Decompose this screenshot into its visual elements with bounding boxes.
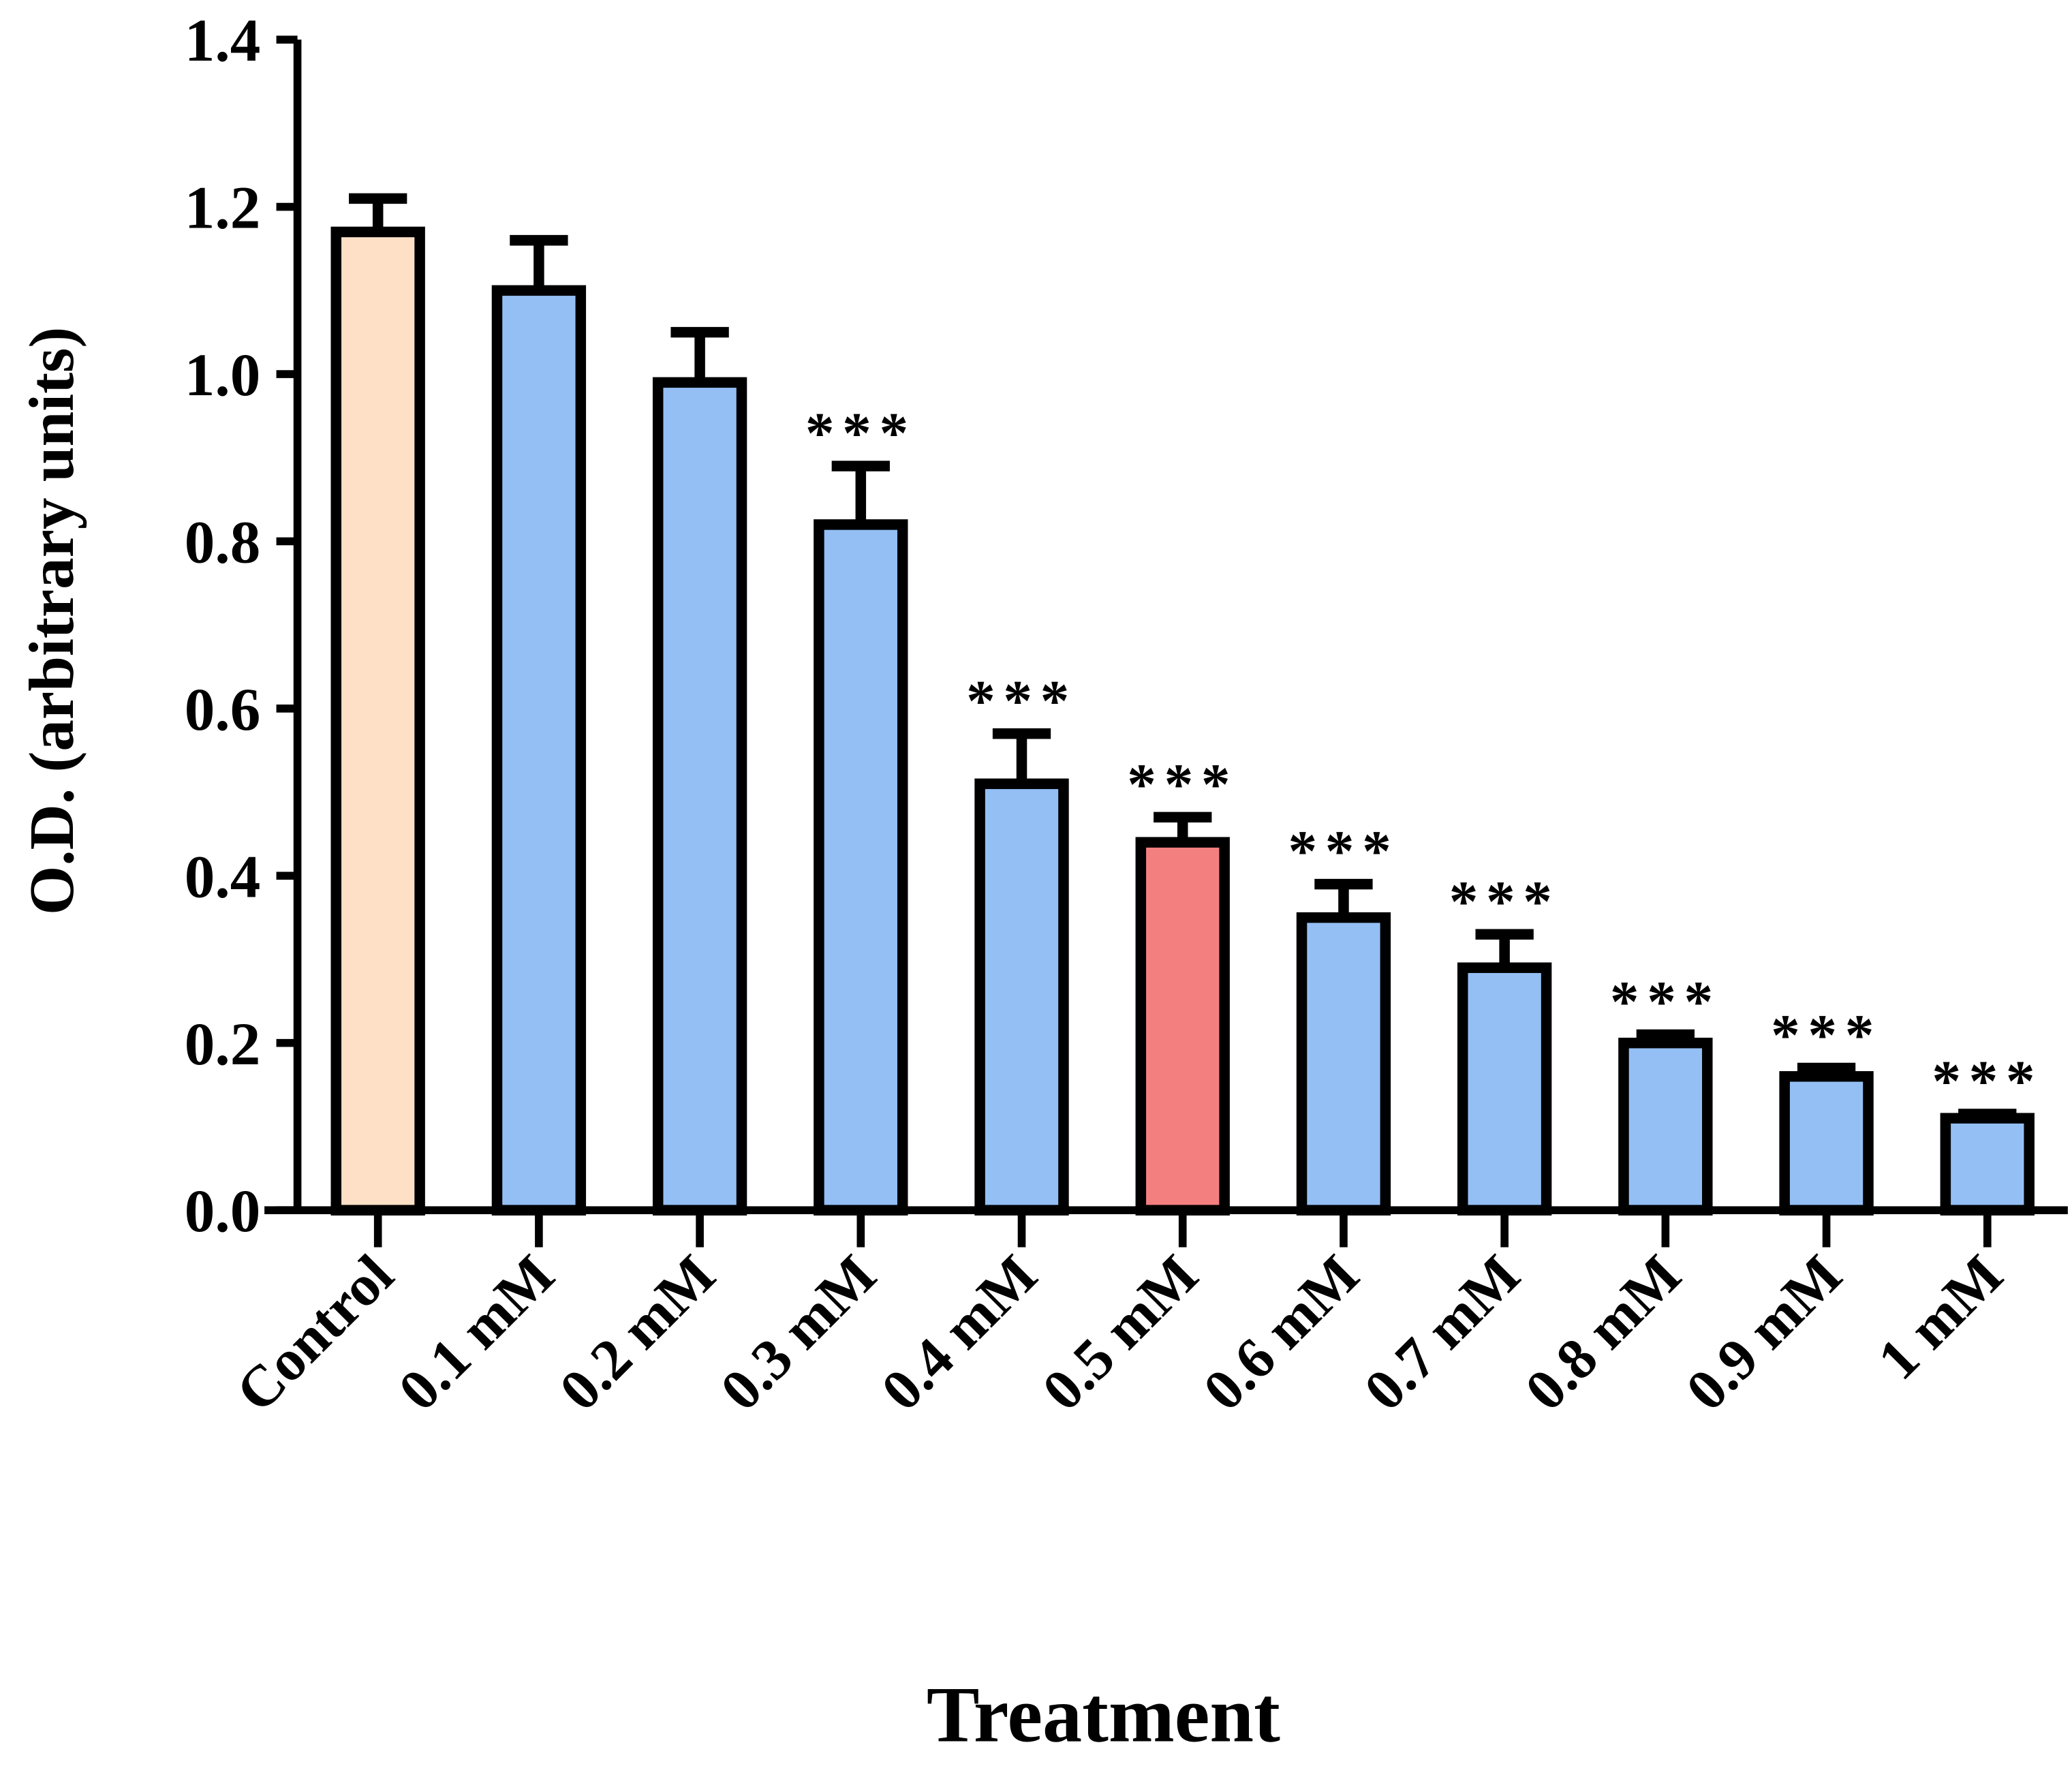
x-tick-label: 0.9 mM	[1674, 1243, 1854, 1423]
bar	[1296, 912, 1391, 1216]
significance-label: ***	[1610, 970, 1721, 1034]
y-tick-label: 1.4	[185, 7, 260, 74]
significance-label: ***	[1932, 1050, 2043, 1114]
bar	[1618, 1037, 1713, 1216]
significance-label: ***	[1127, 753, 1238, 817]
bar	[1457, 962, 1552, 1216]
significance-label: ***	[805, 402, 916, 466]
y-tick-label: 1.0	[185, 342, 260, 409]
x-tick-label: 0.7 mM	[1352, 1243, 1532, 1423]
x-tick-label: 0.3 mM	[709, 1243, 888, 1423]
x-tick-label: 0.6 mM	[1191, 1243, 1371, 1423]
x-tick-label: 0.5 mM	[1030, 1243, 1210, 1423]
x-tick-label: 0.2 mM	[548, 1243, 728, 1423]
x-tick-label: 0.4 mM	[869, 1243, 1049, 1423]
significance-label: ***	[1288, 820, 1400, 884]
y-tick-label: 0.2	[185, 1011, 260, 1078]
x-tick-label: 0.8 mM	[1513, 1243, 1693, 1423]
bar	[491, 285, 587, 1216]
bar	[1940, 1113, 2035, 1216]
x-tick-label: 0.1 mM	[386, 1243, 566, 1423]
bar	[814, 519, 908, 1216]
x-tick-label: 1 mM	[1866, 1243, 2015, 1392]
y-tick-label: 0.4	[185, 844, 260, 910]
y-tick-label: 0.0	[185, 1178, 260, 1245]
bar	[1135, 837, 1230, 1216]
significance-label: ***	[1449, 870, 1560, 934]
y-tick-label: 0.6	[185, 677, 260, 743]
bar	[1779, 1071, 1874, 1216]
y-axis-title: O.D. (arbitrary units)	[17, 327, 87, 915]
y-tick-label: 0.8	[185, 509, 260, 576]
bar	[330, 226, 425, 1216]
significance-label: ***	[1771, 1004, 1882, 1068]
x-axis-title: Treatment	[927, 1671, 1280, 1759]
bar	[974, 778, 1069, 1216]
y-tick-label: 1.2	[185, 175, 260, 242]
significance-label: ***	[966, 669, 1077, 733]
x-tick-label: Control	[224, 1243, 405, 1424]
bar	[652, 377, 747, 1216]
